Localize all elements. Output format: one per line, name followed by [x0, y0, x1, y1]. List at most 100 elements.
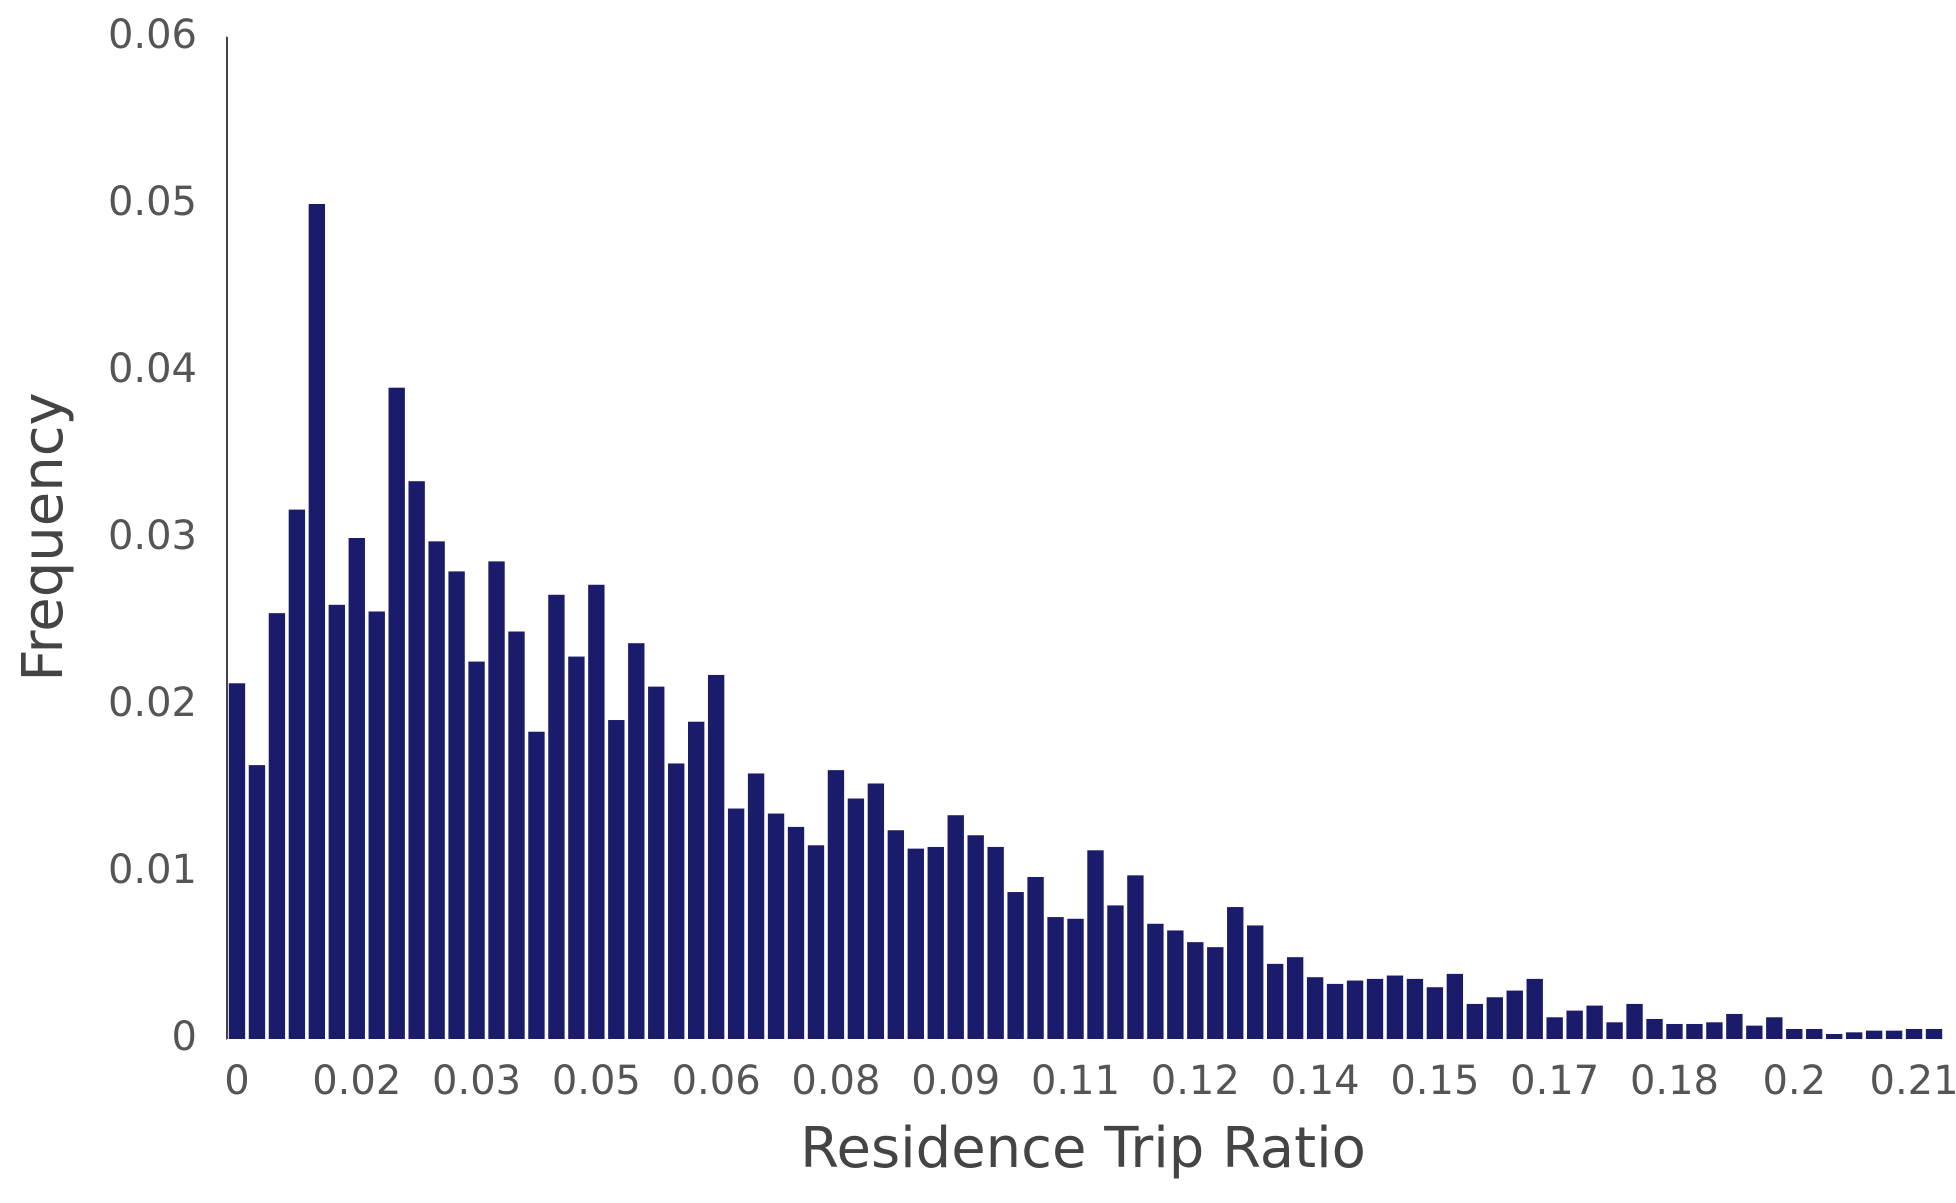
- bar: [1147, 923, 1164, 1039]
- bar: [1526, 978, 1543, 1039]
- bar: [727, 808, 745, 1039]
- bar: [408, 481, 425, 1040]
- bar: [288, 509, 306, 1039]
- bar: [687, 721, 705, 1039]
- y-axis-title: Frequency: [11, 392, 76, 681]
- bar: [1187, 942, 1204, 1039]
- bar: [1646, 1018, 1663, 1039]
- x-tick-label: 0.06: [672, 1058, 761, 1104]
- x-tick-label: 0.09: [911, 1058, 1000, 1104]
- bar: [1486, 997, 1503, 1039]
- bar: [468, 661, 485, 1039]
- bar: [987, 846, 1004, 1039]
- bar: [747, 773, 765, 1039]
- y-tick-label: 0.03: [108, 513, 197, 559]
- bar: [767, 813, 785, 1039]
- bar: [1207, 947, 1224, 1039]
- bar: [887, 830, 905, 1039]
- x-tick-label: 0.15: [1390, 1058, 1479, 1104]
- bar: [1865, 1030, 1883, 1039]
- bar: [1925, 1028, 1943, 1039]
- bar: [428, 541, 445, 1039]
- bar: [608, 720, 625, 1039]
- bar: [1506, 990, 1523, 1039]
- bar: [787, 826, 805, 1039]
- bar: [568, 656, 585, 1039]
- bar: [548, 594, 565, 1039]
- bar: [807, 845, 825, 1039]
- bar: [1766, 1017, 1783, 1039]
- bar: [1546, 1017, 1563, 1039]
- bar: [1686, 1023, 1703, 1039]
- x-tick-label: 0.18: [1630, 1058, 1719, 1104]
- bar: [1706, 1022, 1723, 1039]
- bar: [1286, 957, 1304, 1039]
- bar: [588, 584, 605, 1039]
- x-tick-label: 0.03: [432, 1058, 521, 1104]
- bar: [1007, 892, 1024, 1039]
- bar: [668, 763, 685, 1039]
- bar: [1047, 917, 1064, 1039]
- bar: [1386, 975, 1404, 1039]
- bar: [1466, 1003, 1484, 1039]
- bar: [1107, 905, 1124, 1039]
- bar: [228, 683, 246, 1039]
- bar: [1087, 850, 1104, 1039]
- bar: [1247, 925, 1264, 1039]
- bar: [1167, 930, 1184, 1039]
- bar: [1306, 977, 1324, 1039]
- bar: [368, 611, 385, 1039]
- x-tick-label: 0.05: [552, 1058, 641, 1104]
- x-tick-label: 0: [224, 1058, 249, 1104]
- bar: [1426, 987, 1444, 1039]
- bar: [1566, 1010, 1583, 1039]
- bar: [1227, 907, 1244, 1039]
- y-tick-label: 0.02: [108, 680, 197, 726]
- bar: [947, 815, 964, 1039]
- bar: [707, 674, 725, 1039]
- bar: [907, 848, 924, 1039]
- bar: [488, 561, 505, 1039]
- bar: [1606, 1022, 1623, 1039]
- bar: [867, 783, 885, 1039]
- x-tick-label: 0.08: [791, 1058, 880, 1104]
- bar: [348, 538, 365, 1039]
- y-tick-label: 0: [172, 1014, 197, 1060]
- bar: [1726, 1013, 1743, 1039]
- bar: [448, 571, 465, 1039]
- y-tick-label: 0.01: [108, 847, 197, 893]
- bar: [1027, 877, 1044, 1039]
- y-tick-label: 0.05: [108, 179, 197, 225]
- bar: [1366, 978, 1384, 1039]
- bar: [1586, 1005, 1603, 1039]
- bar: [967, 835, 984, 1039]
- bar: [1326, 983, 1344, 1039]
- x-tick-label: 0.11: [1031, 1058, 1120, 1104]
- y-tick-label: 0.06: [108, 12, 197, 58]
- y-tick-label: 0.04: [108, 346, 197, 392]
- bar: [1067, 918, 1084, 1039]
- x-tick-label: 0.12: [1151, 1058, 1240, 1104]
- bar: [1905, 1028, 1923, 1039]
- bar: [1786, 1028, 1803, 1039]
- bar: [847, 798, 865, 1039]
- x-tick-label: 0.02: [312, 1058, 401, 1104]
- bar: [328, 604, 345, 1039]
- bar: [1806, 1028, 1823, 1039]
- bar: [308, 204, 326, 1039]
- bar: [1127, 875, 1144, 1039]
- bar: [827, 770, 845, 1039]
- bar: [927, 846, 944, 1039]
- x-tick-label: 0.14: [1271, 1058, 1360, 1104]
- x-tick-label: 0.17: [1510, 1058, 1599, 1104]
- bar: [1446, 973, 1464, 1039]
- bar: [628, 643, 645, 1039]
- bar: [1626, 1003, 1643, 1039]
- bar: [1746, 1025, 1763, 1039]
- bar: [1845, 1032, 1863, 1039]
- bar: [1406, 978, 1424, 1039]
- bar: [268, 613, 286, 1039]
- bar: [648, 686, 665, 1039]
- x-tick-label: 0.2: [1762, 1058, 1826, 1104]
